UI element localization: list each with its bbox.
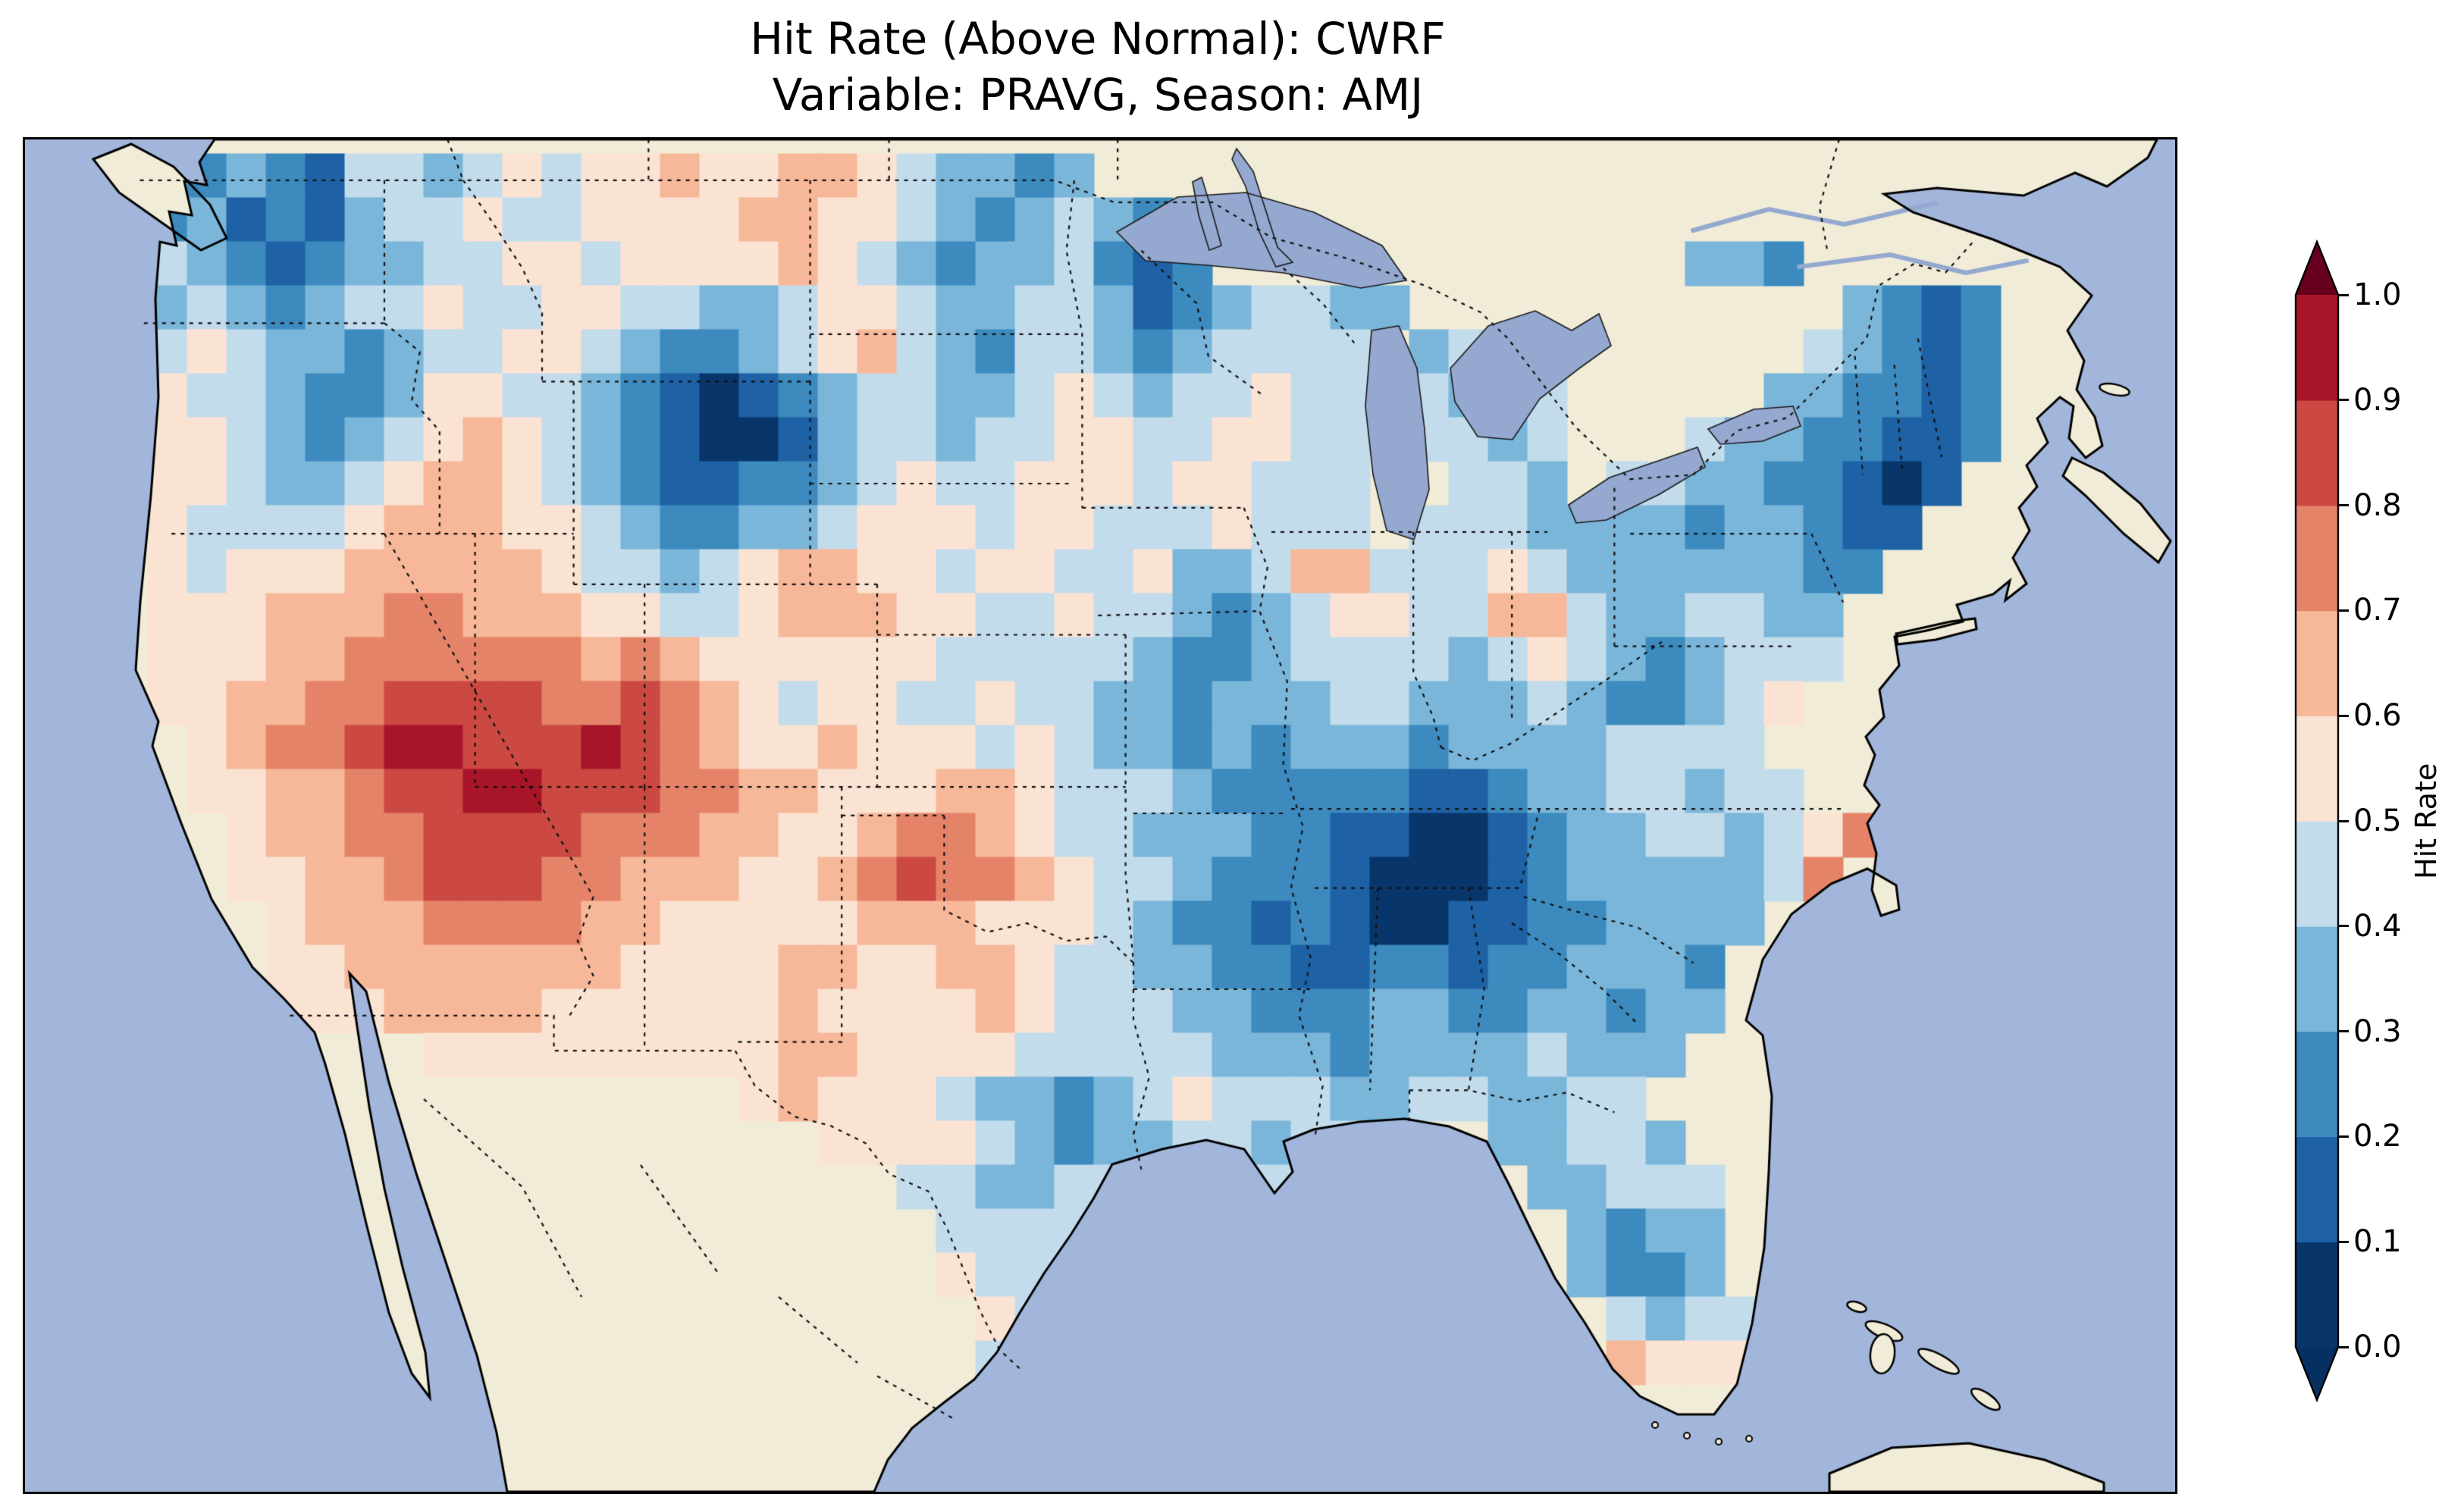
colorbar-segment: [2296, 821, 2338, 927]
colorbar-segment: [2296, 716, 2338, 822]
colorbar-segment: [2296, 399, 2338, 506]
colorbar-tick-label: 0.6: [2353, 698, 2402, 734]
colorbar-tick-mark: [2338, 714, 2349, 717]
colorbar-tick-mark: [2338, 1135, 2349, 1138]
colorbar-tick-label: 0.2: [2353, 1119, 2402, 1154]
colorbar-tick-mark: [2338, 293, 2349, 296]
colorbar: [2294, 239, 2340, 1403]
colorbar-tick-label: 0.5: [2353, 803, 2402, 838]
map-panel: [23, 137, 2177, 1494]
colorbar-axis-label: Hit Rate: [2409, 763, 2443, 879]
colorbar-segment: [2296, 505, 2338, 612]
colorbar-tick-mark: [2338, 1240, 2349, 1243]
colorbar-tick-mark: [2338, 399, 2349, 402]
colorbar-tick-label: 0.3: [2353, 1013, 2402, 1049]
us-map-canvas: [25, 139, 2175, 1492]
colorbar-tick-mark: [2338, 925, 2349, 928]
chart-title: Hit Rate (Above Normal): CWRF Variable: …: [23, 11, 2173, 123]
colorbar-segment: [2296, 295, 2338, 401]
colorbar-tick-label: 0.9: [2353, 382, 2402, 418]
colorbar-segment: [2296, 926, 2338, 1032]
colorbar-segment: [2296, 610, 2338, 716]
colorbar-tick-mark: [2338, 609, 2349, 612]
colorbar-under-triangle: [2296, 1347, 2338, 1400]
colorbar-over-triangle: [2296, 242, 2338, 295]
colorbar-segment: [2296, 1031, 2338, 1138]
colorbar-tick-label: 1.0: [2353, 277, 2402, 312]
colorbar-tick-label: 0.0: [2353, 1330, 2402, 1364]
colorbar-tick-label: 0.8: [2353, 487, 2402, 523]
colorbar-tick-mark: [2338, 504, 2349, 507]
chart-title-line2: Variable: PRAVG, Season: AMJ: [772, 69, 1424, 121]
chart-title-line1: Hit Rate (Above Normal): CWRF: [750, 13, 1446, 64]
colorbar-tick-label: 0.7: [2353, 593, 2402, 628]
colorbar-segment: [2296, 1242, 2338, 1348]
colorbar-tick-label: 0.4: [2353, 908, 2402, 944]
colorbar-tick-mark: [2338, 1030, 2349, 1033]
colorbar-tick-label: 0.1: [2353, 1224, 2402, 1260]
colorbar-tick-mark: [2338, 819, 2349, 822]
colorbar-tick-mark: [2338, 1345, 2349, 1348]
colorbar-segment: [2296, 1136, 2338, 1242]
